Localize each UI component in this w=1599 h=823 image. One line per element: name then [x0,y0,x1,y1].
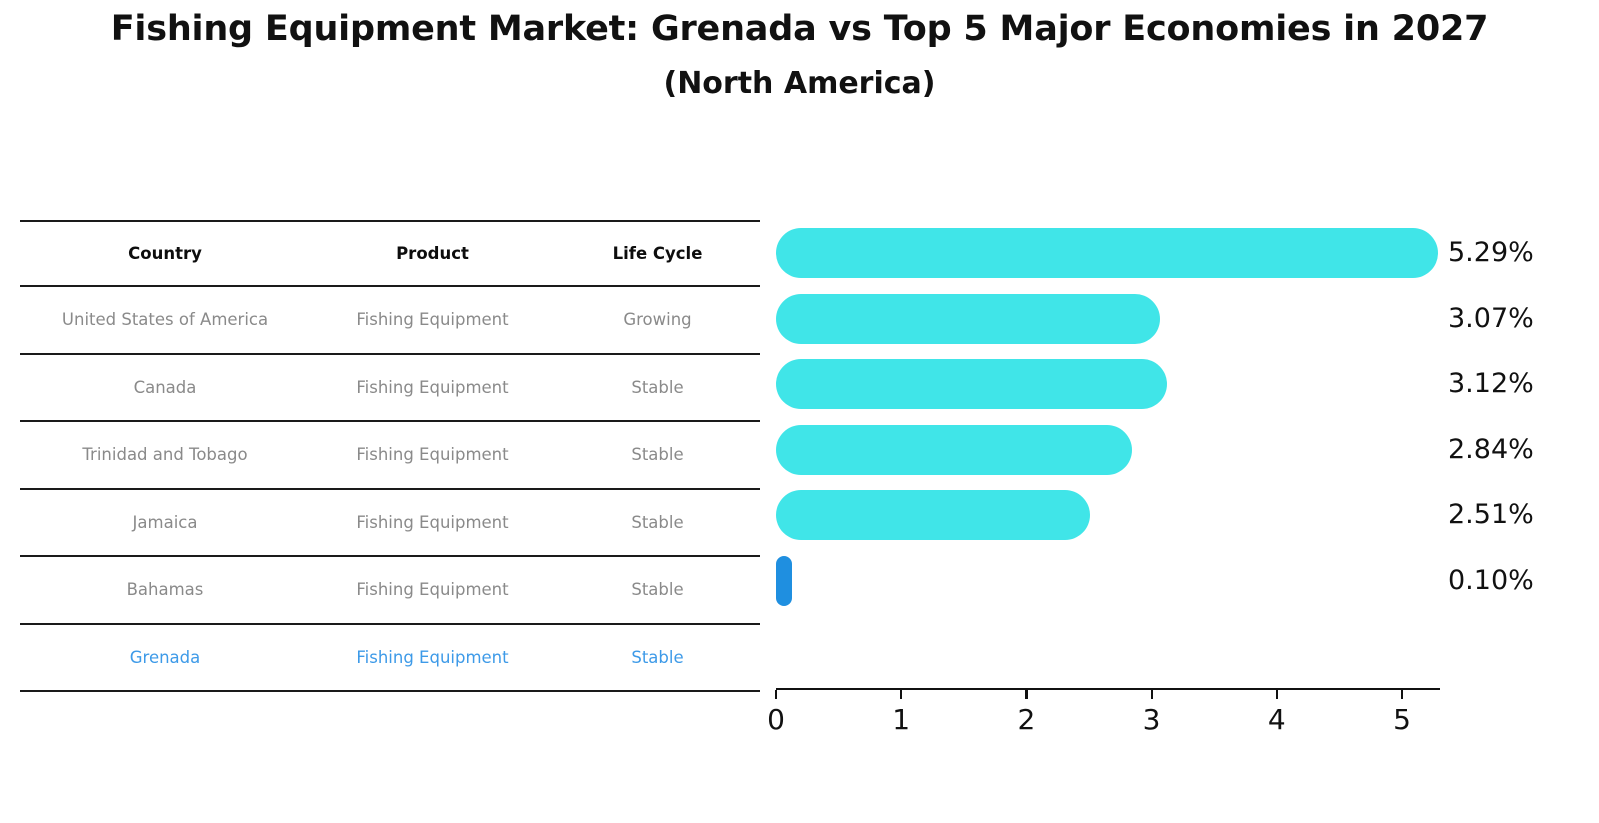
cell-country: Jamaica [20,488,310,557]
x-tick-label: 0 [767,703,785,736]
x-tick-label: 2 [1017,703,1036,736]
cell-country: Canada [20,353,310,422]
page-subtitle: (North America) [663,65,936,101]
bar-row: 5.29% [760,220,1580,286]
x-tick-mark [1401,690,1404,700]
chart-title-block: Fishing Equipment Market: Grenada vs Top… [0,8,1599,103]
cell-life-cycle: Growing [555,286,760,355]
bar [776,228,1439,278]
cell-product: Fishing Equipment [310,623,555,692]
data-table: Country Product Life Cycle United States… [20,220,760,692]
bar-value-label: 2.51% [1448,499,1534,530]
column-header-product: Product [310,220,555,287]
table-row: Jamaica Fishing Equipment Stable [20,488,760,557]
table-head: Country Product Life Cycle [20,220,760,287]
cell-life-cycle: Stable [555,488,760,557]
bar-row: 3.07% [760,286,1580,352]
bar [776,293,1161,344]
data-table-wrapper: Country Product Life Cycle United States… [20,220,760,692]
column-header-country: Country [20,220,310,287]
bar-chart: 5.29% 3.07% 3.12% 2.84% 2.51% 0.10% 0 1 2 3 4 5 [760,220,1580,740]
table-header-row: Country Product Life Cycle [20,220,760,287]
x-tick-mark [1025,690,1028,700]
cell-product: Fishing Equipment [310,353,555,422]
x-axis: 0 1 2 3 4 5 [760,688,1580,758]
table-row: Grenada Fishing Equipment Stable [20,623,760,692]
cell-product: Fishing Equipment [310,488,555,557]
column-header-life-cycle: Life Cycle [555,220,760,287]
table-body: United States of America Fishing Equipmen… [20,286,760,692]
table-row: Trinidad and Tobago Fishing Equipment Stab… [20,421,760,490]
x-axis-line [776,688,1440,691]
bar-row: 2.51% [760,482,1580,548]
bar [776,490,1091,540]
bar-value-label: 3.12% [1448,368,1534,399]
cell-country: Trinidad and Tobago [20,421,310,490]
table-row: Bahamas Fishing Equipment Stable [20,556,760,625]
x-tick-mark [900,690,903,700]
cell-life-cycle: Stable [555,421,760,490]
cell-life-cycle: Stable [555,353,760,422]
x-tick-label: 5 [1393,703,1411,736]
x-tick-label: 1 [892,703,911,736]
cell-country: Bahamas [20,556,310,625]
cell-country: Grenada [20,623,310,692]
cell-life-cycle: Stable [555,623,760,692]
bar-value-label: 3.07% [1448,302,1534,334]
bar [776,359,1167,409]
x-tick-mark [775,690,778,700]
bar [776,555,792,606]
x-tick-mark [1275,690,1278,700]
cell-product: Fishing Equipment [310,286,555,355]
table-row: United States of America Fishing Equipmen… [20,286,760,355]
cell-product: Fishing Equipment [310,556,555,625]
bar-value-label: 2.84% [1448,433,1534,465]
bar-row: 3.12% [760,351,1580,417]
page-title: Fishing Equipment Market: Grenada vs Top… [110,9,1489,49]
bar [776,424,1132,475]
cell-country: United States of America [20,286,310,355]
cell-life-cycle: Stable [555,556,760,625]
x-tick-mark [1150,690,1153,700]
table-row: Canada Fishing Equipment Stable [20,353,760,422]
cell-product: Fishing Equipment [310,421,555,490]
x-tick-label: 3 [1142,703,1161,736]
bar-row: 2.84% [760,417,1580,483]
bar-value-label: 0.10% [1448,564,1534,596]
x-tick-label: 4 [1267,703,1286,736]
bar-value-label: 5.29% [1448,237,1534,268]
bar-row: 0.10% [760,548,1580,614]
bars-area: 5.29% 3.07% 3.12% 2.84% 2.51% 0.10% [760,220,1580,688]
